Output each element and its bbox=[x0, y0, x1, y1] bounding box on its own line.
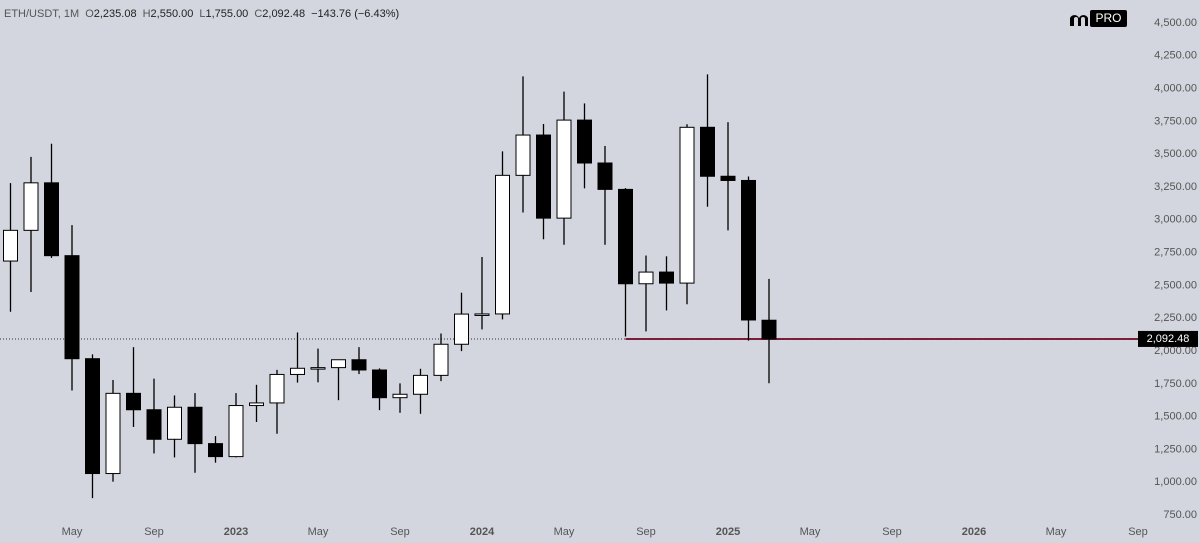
candle-body bbox=[679, 126, 695, 284]
candle-body bbox=[741, 179, 756, 321]
y-tick-label: 1,750.00 bbox=[1154, 378, 1197, 390]
y-tick-label: 1,250.00 bbox=[1154, 443, 1197, 455]
last-price-box bbox=[1138, 330, 1198, 347]
candle-body bbox=[536, 134, 551, 219]
candle-body bbox=[597, 162, 613, 190]
candle-body bbox=[23, 182, 39, 231]
y-tick-label: 2,750.00 bbox=[1154, 247, 1197, 259]
candle-body bbox=[454, 313, 469, 345]
candle-body bbox=[372, 369, 387, 399]
high-key: H bbox=[143, 8, 151, 20]
candle-body bbox=[515, 134, 531, 176]
candle-body bbox=[577, 119, 592, 164]
y-tick-label: 750.00 bbox=[1163, 509, 1197, 521]
last-price-label: 2,092.48 bbox=[1147, 333, 1190, 345]
candle-body bbox=[433, 343, 449, 376]
candle-body bbox=[105, 392, 121, 475]
candle-body bbox=[495, 174, 510, 315]
low-value: 1,755.00 bbox=[205, 8, 248, 20]
candle-body bbox=[228, 405, 244, 458]
candle-body bbox=[618, 188, 633, 285]
candle-body bbox=[85, 358, 100, 475]
y-tick-label: 1,000.00 bbox=[1154, 476, 1197, 488]
y-tick-label: 4,000.00 bbox=[1154, 82, 1197, 94]
x-tick-label: 2025 bbox=[716, 526, 740, 538]
logo-icon bbox=[1070, 15, 1088, 26]
candle-body bbox=[310, 367, 326, 370]
y-tick-label: 4,500.00 bbox=[1154, 17, 1197, 29]
x-tick-label: May bbox=[1046, 526, 1067, 538]
badge-text: PRO bbox=[1095, 11, 1121, 25]
symbol: ETH/USDT, 1M bbox=[4, 8, 79, 20]
x-tick-label: Sep bbox=[636, 526, 656, 538]
y-tick-label: 3,250.00 bbox=[1154, 181, 1197, 193]
close-value: 2,092.48 bbox=[262, 8, 305, 20]
candle-body bbox=[187, 406, 203, 445]
candle-body bbox=[44, 182, 59, 257]
close-key: C bbox=[254, 8, 262, 20]
y-tick-label: 2,250.00 bbox=[1154, 312, 1197, 324]
x-tick-label: Sep bbox=[390, 526, 410, 538]
candle-body bbox=[392, 393, 408, 399]
x-tick-label: 2026 bbox=[962, 526, 986, 538]
candle-body bbox=[659, 271, 674, 284]
x-tick-label: May bbox=[62, 526, 83, 538]
high-value: 2,550.00 bbox=[151, 8, 194, 20]
logo: PRO bbox=[1070, 10, 1127, 27]
x-tick-label: Sep bbox=[144, 526, 164, 538]
y-tick-label: 1,500.00 bbox=[1154, 411, 1197, 423]
y-tick-label: 3,500.00 bbox=[1154, 148, 1197, 160]
x-tick-label: 2023 bbox=[224, 526, 248, 538]
change: −143.76 (−6.43%) bbox=[311, 8, 399, 20]
open-key: O bbox=[85, 8, 94, 20]
candle-body bbox=[3, 229, 18, 262]
candle-body bbox=[761, 319, 777, 340]
x-tick-label: May bbox=[554, 526, 575, 538]
x-tick-label: Sep bbox=[882, 526, 902, 538]
x-tick-label: 2024 bbox=[470, 526, 495, 538]
candle-body bbox=[249, 402, 264, 407]
x-tick-label: Sep bbox=[1128, 526, 1148, 538]
y-tick-label: 3,750.00 bbox=[1154, 115, 1197, 127]
candle-body bbox=[638, 271, 654, 285]
badge bbox=[1090, 10, 1127, 27]
candle-body bbox=[126, 392, 141, 411]
y-tick-label: 3,000.00 bbox=[1154, 214, 1197, 226]
candle-body bbox=[208, 443, 223, 458]
y-tick-label: 2,000.00 bbox=[1154, 345, 1197, 357]
open-value: 2,235.08 bbox=[94, 8, 137, 20]
candle-body bbox=[269, 373, 285, 404]
y-tick-label: 4,250.00 bbox=[1154, 50, 1197, 62]
candle-body bbox=[146, 409, 162, 440]
candle-body bbox=[290, 367, 305, 375]
candle-body bbox=[351, 359, 367, 371]
candle-body bbox=[700, 126, 715, 177]
candle-body bbox=[413, 374, 428, 395]
x-tick-label: May bbox=[308, 526, 329, 538]
header: ETH/USDT, 1M O2,235.08 H2,550.00 L1,755.00 C… bbox=[4, 8, 399, 20]
candle-body bbox=[720, 175, 736, 181]
candle-body bbox=[167, 406, 182, 440]
low-key: L bbox=[199, 8, 205, 20]
candle-body bbox=[331, 359, 346, 369]
candle-body bbox=[474, 313, 490, 316]
y-tick-label: 2,500.00 bbox=[1154, 279, 1197, 291]
x-tick-label: May bbox=[800, 526, 821, 538]
candle-body bbox=[556, 119, 572, 219]
candle-body bbox=[64, 255, 80, 360]
